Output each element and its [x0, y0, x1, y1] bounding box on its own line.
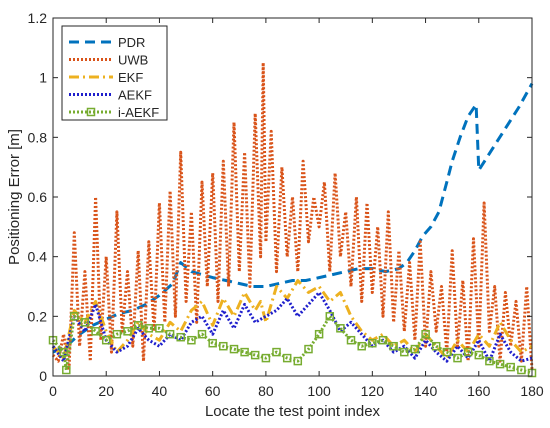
data-point-i-aekf — [80, 318, 90, 327]
data-point-i-aekf — [250, 350, 260, 360]
x-tick-label: 80 — [258, 383, 274, 399]
data-point-i-aekf — [197, 329, 207, 339]
data-point-i-aekf — [101, 335, 111, 345]
data-point-i-aekf — [485, 356, 494, 366]
data-point-i-aekf — [155, 324, 164, 333]
y-axis-label: Positioning Error [m] — [6, 129, 23, 265]
data-point-i-aekf — [133, 321, 143, 330]
x-tick-label: 0 — [49, 383, 57, 399]
data-point-i-aekf — [431, 341, 441, 351]
axes-layer: 0 20 40 60 80 100 120 140 160 180 0 0.2 0.4 0.6 0.8 1 1.… — [28, 10, 544, 399]
legend-label-ekf: EKF — [118, 70, 143, 85]
data-point-i-aekf — [336, 324, 345, 333]
data-point-i-aekf — [410, 344, 420, 354]
x-tick-label: 40 — [152, 383, 168, 399]
data-point-i-aekf — [453, 353, 462, 363]
data-point-i-aekf — [325, 312, 335, 321]
data-point-i-aekf — [368, 338, 377, 348]
data-point-i-aekf — [272, 347, 281, 357]
data-point-i-aekf — [293, 356, 303, 366]
data-point-i-aekf — [59, 347, 68, 357]
x-tick-label: 180 — [520, 383, 544, 399]
x-tick-label: 20 — [98, 383, 114, 399]
data-point-i-aekf — [378, 335, 388, 345]
y-tick-label: 1.2 — [28, 10, 48, 26]
data-point-i-aekf — [282, 353, 292, 363]
data-point-i-aekf — [389, 341, 398, 351]
data-point-i-aekf — [144, 324, 154, 333]
data-point-i-aekf — [442, 347, 452, 357]
y-tick-label: 0.2 — [28, 308, 48, 324]
legend-box — [61, 25, 168, 121]
legend-label-i-aekf: i-AEKF — [118, 105, 159, 120]
data-point-i-aekf — [176, 332, 185, 342]
data-point-i-aekf — [506, 362, 515, 372]
data-point-i-aekf — [421, 329, 430, 339]
data-point-i-aekf — [229, 344, 239, 354]
data-point-i-aekf — [261, 353, 271, 363]
legend-label-aekf: AEKF — [118, 88, 152, 103]
legend: PDR UWB EKF AEKF i-AEKF — [61, 25, 168, 121]
data-point-i-aekf — [314, 329, 324, 339]
y-tick-label: 0.8 — [28, 129, 48, 145]
y-tick-label: 0.4 — [28, 249, 48, 265]
data-point-i-aekf — [304, 344, 313, 354]
x-tick-label: 100 — [307, 383, 331, 399]
data-point-i-aekf — [70, 312, 79, 321]
y-tick-label: 0.6 — [28, 189, 48, 205]
y-tick-label: 1 — [39, 70, 47, 86]
data-point-i-aekf — [517, 365, 526, 375]
data-point-i-aekf — [400, 347, 409, 357]
legend-marker-i-aekf — [86, 107, 96, 117]
data-point-i-aekf — [495, 359, 505, 369]
series-layer — [48, 61, 537, 378]
legend-label-pdr: PDR — [118, 35, 145, 50]
data-point-i-aekf — [240, 347, 249, 357]
data-point-i-aekf — [219, 341, 228, 351]
data-point-i-aekf — [208, 338, 217, 348]
data-point-i-aekf — [62, 365, 71, 375]
data-point-i-aekf — [123, 327, 132, 336]
x-tick-label: 120 — [361, 383, 385, 399]
data-point-i-aekf — [165, 329, 175, 339]
data-point-i-aekf — [187, 335, 196, 345]
x-tick-label: 140 — [414, 383, 438, 399]
x-axis-label: Locate the test point index — [205, 403, 381, 420]
series-line-pdr — [52, 82, 534, 354]
y-tick-label: 0 — [39, 368, 47, 384]
x-tick-label: 160 — [467, 383, 491, 399]
legend-label-uwb: UWB — [118, 53, 148, 68]
data-point-i-aekf — [91, 327, 100, 336]
x-tick-label: 60 — [205, 383, 221, 399]
data-point-i-aekf — [463, 347, 473, 357]
data-point-i-aekf — [112, 329, 122, 339]
data-point-i-aekf — [357, 341, 366, 351]
data-point-i-aekf — [346, 335, 356, 345]
data-point-i-aekf — [474, 350, 484, 360]
